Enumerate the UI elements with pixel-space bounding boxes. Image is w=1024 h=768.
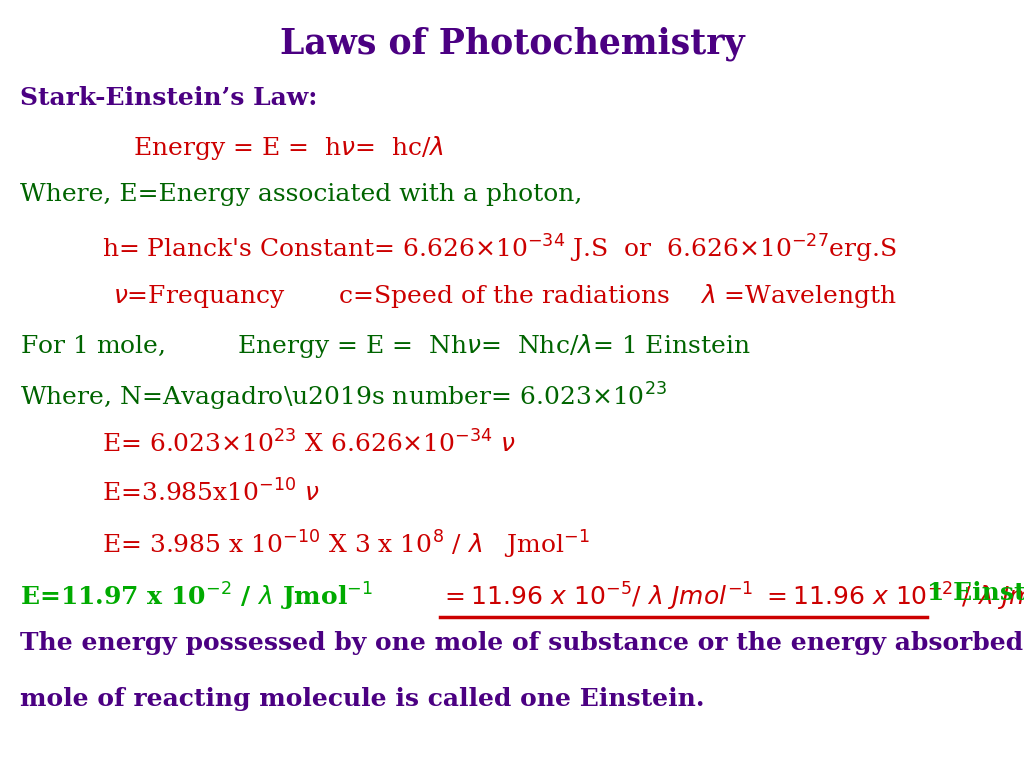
Text: $\it{=11.96\ x\ 10^{-5}/\ \lambda\ Jmol^{-1}\ =11.96\ x\ 10^{-2}\ /\ \lambda\ Jm: $\it{=11.96\ x\ 10^{-5}/\ \lambda\ Jmol^… [440, 581, 1024, 613]
Text: $\nu$=Frequancy       c=Speed of the radiations    $\lambda$ =Wavelength: $\nu$=Frequancy c=Speed of the radiation… [113, 282, 896, 310]
Text: Energy = E =  h$\nu$=  hc/$\lambda$: Energy = E = h$\nu$= hc/$\lambda$ [133, 134, 443, 161]
Text: Stark-Einstein’s Law:: Stark-Einstein’s Law: [20, 86, 317, 110]
Text: mole of reacting molecule is called one Einstein.: mole of reacting molecule is called one … [20, 687, 705, 711]
Text: E=11.97 x 10$^{-2}$ / $\lambda$ Jmol$^{-1}$: E=11.97 x 10$^{-2}$ / $\lambda$ Jmol$^{-… [20, 581, 374, 613]
Text: E= 3.985 x 10$^{-10}$ X 3 x 10$^{8}$ / $\lambda$   Jmol$^{-1}$: E= 3.985 x 10$^{-10}$ X 3 x 10$^{8}$ / $… [102, 528, 591, 561]
Text: E=3.985x10$^{-10}$ $\nu$: E=3.985x10$^{-10}$ $\nu$ [102, 479, 321, 506]
Text: Where, N=Avagadro\u2019s number= 6.023$\times$10$^{23}$: Where, N=Avagadro\u2019s number= 6.023$\… [20, 381, 668, 413]
Text: The energy possessed by one mole of substance or the energy absorbed by one: The energy possessed by one mole of subs… [20, 631, 1024, 655]
Text: E= 6.023$\times$10$^{23}$ X 6.626$\times$10$^{-34}$ $\nu$: E= 6.023$\times$10$^{23}$ X 6.626$\times… [102, 430, 516, 457]
Text: Laws of Photochemistry: Laws of Photochemistry [280, 27, 744, 61]
Text: For 1 mole,         Energy = E =  Nh$\nu$=  Nhc/$\lambda$= 1 Einstein: For 1 mole, Energy = E = Nh$\nu$= Nhc/$\… [20, 332, 751, 359]
Text: h= Planck's Constant= 6.626$\times$10$^{-34}$ J.S  or  6.626$\times$10$^{-27}$er: h= Planck's Constant= 6.626$\times$10$^{… [102, 233, 897, 265]
Text: Where, E=Energy associated with a photon,: Where, E=Energy associated with a photon… [20, 183, 583, 206]
Text: 1 Einstein: 1 Einstein [927, 581, 1024, 604]
